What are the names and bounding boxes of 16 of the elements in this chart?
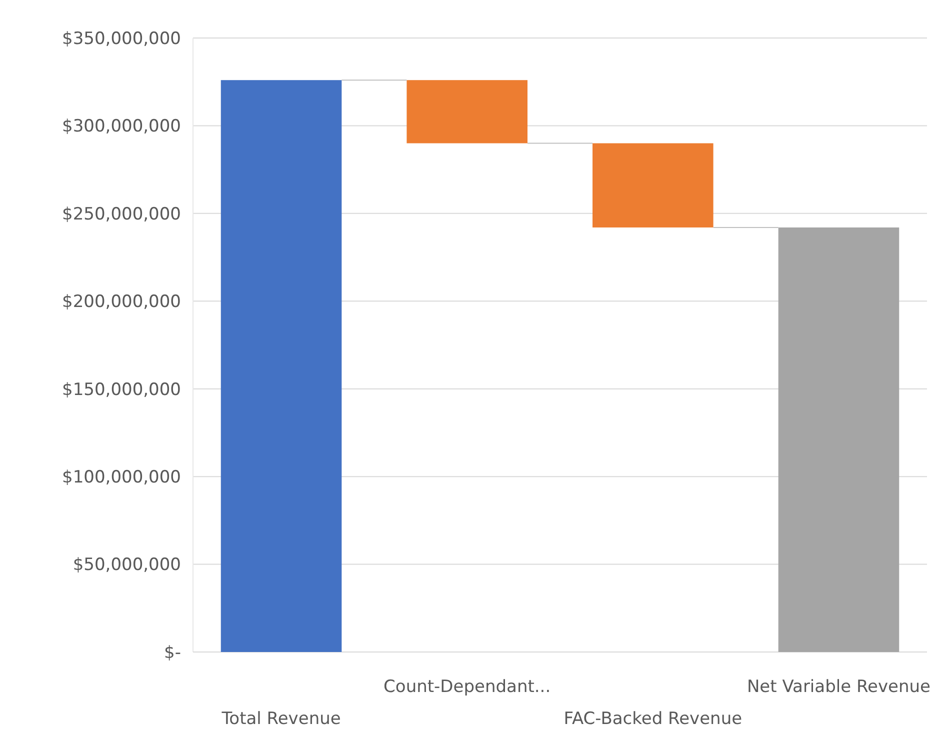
y-tick-label: $250,000,000 <box>62 204 181 224</box>
bar <box>778 227 900 652</box>
y-tick-label: $350,000,000 <box>62 28 181 49</box>
x-tick-label: Net Variable Revenue <box>746 677 930 697</box>
x-tick-label: Total Revenue <box>220 709 341 729</box>
x-tick-label: FAC-Backed Revenue <box>564 709 742 729</box>
x-tick-label: Count-Dependant... <box>384 677 551 697</box>
y-tick-label: $- <box>164 642 181 663</box>
bar <box>220 80 342 652</box>
bar <box>406 80 528 144</box>
y-tick-label: $300,000,000 <box>62 116 181 137</box>
y-tick-label: $200,000,000 <box>62 292 181 312</box>
bar <box>592 143 714 228</box>
y-tick-label: $100,000,000 <box>62 468 181 488</box>
y-tick-label: $50,000,000 <box>72 555 181 576</box>
y-tick-label: $150,000,000 <box>62 380 181 400</box>
